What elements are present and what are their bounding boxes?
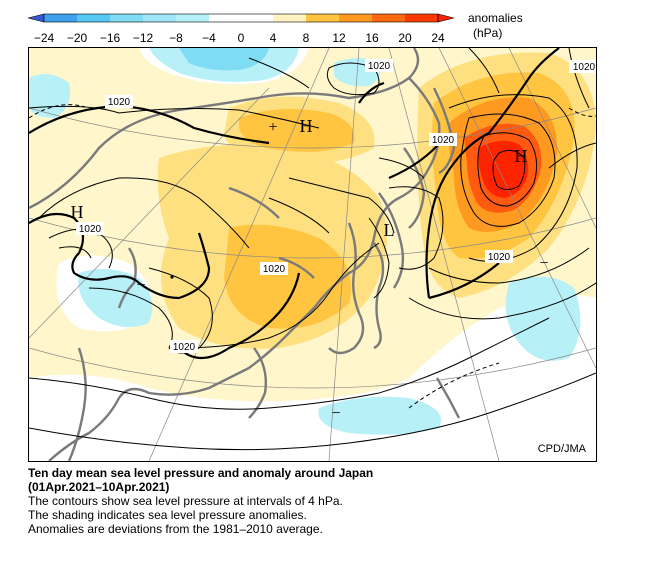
colorbar-tick: 8 — [303, 31, 310, 45]
contour-labels: 1020 1020 1020 1020 1020 1020 1020 1020 — [76, 59, 596, 353]
contour-label: 1020 — [108, 97, 131, 108]
contour-label: 1020 — [573, 62, 596, 73]
caption: Ten day mean sea level pressure and anom… — [28, 466, 628, 536]
contour-label: 1020 — [263, 264, 286, 275]
isobars — [29, 48, 596, 451]
isobars-dashed — [29, 104, 596, 409]
colorbar-tick: 4 — [270, 31, 277, 45]
low-center-dot — [170, 275, 174, 279]
anomaly-zone-positive — [239, 109, 355, 152]
colorbar-arrow-right — [437, 13, 455, 23]
anomaly-zone-neutral — [29, 374, 409, 461]
low-pressure-symbol: L — [384, 220, 395, 240]
pressure-systems: H + H H L − − − — [71, 116, 549, 422]
pressure-anomaly-map: 1020 1020 1020 1020 1020 1020 1020 1020 … — [28, 47, 597, 462]
anomaly-colorbar: −24 −20 −16 −12 −8 −4 0 4 8 12 16 20 24 … — [27, 11, 523, 45]
graticule — [29, 48, 596, 461]
minus-anomaly-symbol: − — [539, 255, 548, 272]
colorbar-tick: 24 — [431, 31, 445, 45]
contour-label: 1020 — [432, 135, 455, 146]
colorbar-tick: 16 — [365, 31, 379, 45]
plus-anomaly-symbol: + — [268, 119, 277, 136]
coastlines — [29, 48, 461, 461]
contour-label: 1020 — [173, 342, 196, 353]
colorbar-bin — [306, 14, 339, 22]
colorbar-label: anomalies — [468, 11, 523, 25]
colorbar-bin — [273, 14, 306, 22]
caption-line: The contours show sea level pressure at … — [28, 494, 343, 508]
colorbar-unit: (hPa) — [473, 26, 502, 40]
high-pressure-symbol: H — [71, 202, 84, 222]
colorbar-bin — [339, 14, 372, 22]
anomaly-zone-positive — [478, 140, 528, 198]
colorbar-tick: −16 — [100, 31, 121, 45]
colorbar-tick: −20 — [67, 31, 88, 45]
colorbar-bin — [143, 14, 176, 22]
high-pressure-symbol: H — [515, 146, 528, 166]
colorbar-tick: 0 — [238, 31, 245, 45]
colorbar-tick: −24 — [34, 31, 55, 45]
colorbar-tick: −12 — [133, 31, 154, 45]
colorbar-tick: −8 — [169, 31, 183, 45]
colorbar-tick: 12 — [332, 31, 346, 45]
caption-line: Anomalies are deviations from the 1981–2… — [28, 522, 323, 536]
anomaly-zone-negative — [179, 48, 269, 71]
colorbar-tick: −4 — [202, 31, 216, 45]
caption-period: (01Apr.2021–10Apr.2021) — [28, 480, 170, 494]
high-pressure-symbol: H — [300, 116, 313, 136]
colorbar-bin — [176, 14, 209, 22]
colorbar-tick: 20 — [398, 31, 412, 45]
minus-anomaly-symbol: − — [136, 277, 145, 294]
map-credit: CPD/JMA — [537, 443, 586, 455]
colorbar-bin — [110, 14, 143, 22]
caption-title: Ten day mean sea level pressure and anom… — [28, 466, 374, 480]
colorbar-bin — [372, 14, 405, 22]
colorbar-bin — [44, 14, 77, 22]
caption-line: The shading indicates sea level pressure… — [28, 508, 307, 522]
contour-label: 1020 — [79, 224, 102, 235]
colorbar-bin — [405, 14, 438, 22]
contour-label: 1020 — [368, 61, 391, 72]
contour-label: 1020 — [488, 252, 511, 263]
colorbar-arrow-left — [27, 13, 45, 23]
map-canvas: 1020 1020 1020 1020 1020 1020 1020 1020 … — [29, 48, 596, 461]
colorbar-bins — [27, 13, 455, 23]
minus-anomaly-symbol: − — [331, 405, 340, 422]
colorbar-bin — [77, 14, 110, 22]
isobar-1020 — [29, 48, 560, 360]
anomaly-zone-negative — [318, 396, 441, 435]
colorbar-bin — [209, 14, 273, 22]
